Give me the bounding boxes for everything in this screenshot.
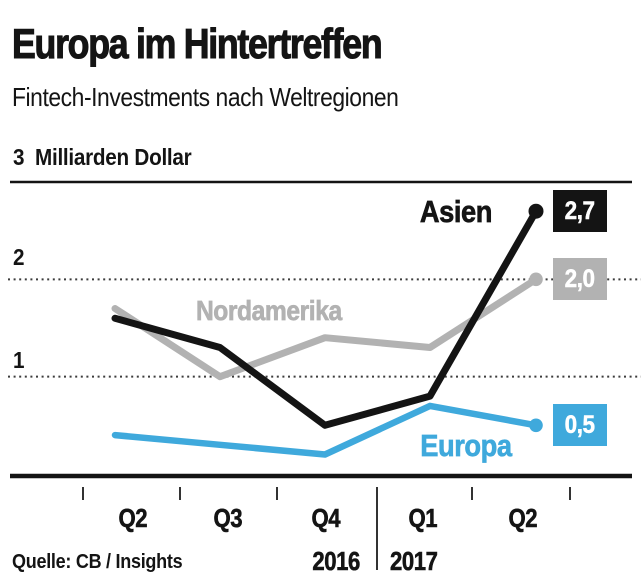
series-line-nordamerika	[111, 275, 540, 381]
y-axis-tick-2: 2	[13, 244, 25, 270]
x-label-q1-3: Q1	[408, 503, 438, 534]
series-label-europa: Europa	[420, 428, 512, 464]
series-endpoint-dot-nordamerika	[529, 272, 543, 287]
value-badge-asien: 2,7	[553, 190, 607, 232]
x-label-q3-1: Q3	[213, 503, 243, 534]
y-axis-tick-3: 3	[13, 144, 25, 170]
source-note: Quelle: CB / Insights	[12, 551, 183, 573]
series-line-europa	[111, 402, 540, 458]
year-label-2016: 2016	[312, 546, 360, 577]
series-label-asien: Asien	[419, 194, 493, 230]
series-line-asien	[111, 207, 540, 429]
chart-title: Europa im Hintertreffen	[12, 19, 384, 67]
x-label-q2-0: Q2	[118, 503, 148, 534]
x-label-q2-4: Q2	[508, 503, 538, 534]
series-endpoint-dot-asien	[528, 203, 544, 219]
year-label-2017: 2017	[390, 546, 438, 577]
series-label-nordamerika: Nordamerika	[195, 295, 343, 327]
value-badge-nordamerika: 2,0	[553, 258, 607, 300]
series-endpoint-dot-europa	[529, 418, 543, 433]
x-label-q4-2: Q4	[311, 503, 341, 534]
y-axis-unit-label: Milliarden Dollar	[35, 144, 192, 170]
value-badge-europa: 0,5	[553, 404, 607, 446]
y-axis-tick-1: 1	[13, 347, 25, 373]
chart-subtitle: Fintech-Investments nach Weltregionen	[12, 82, 399, 112]
